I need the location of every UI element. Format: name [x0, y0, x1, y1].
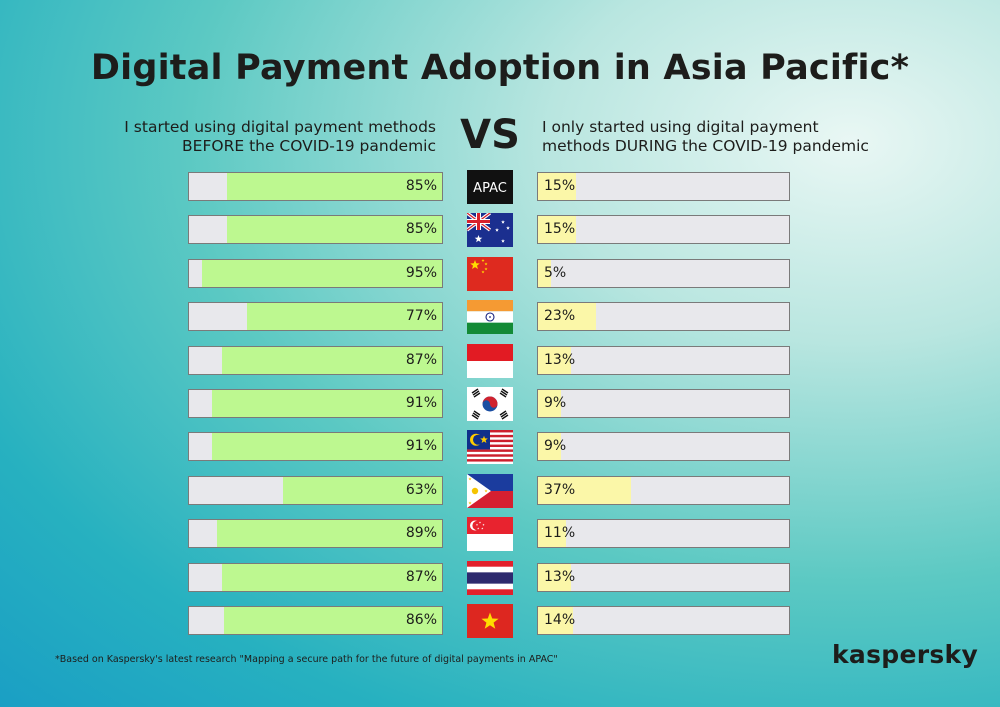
- before-value-label-thailand: 87%: [405, 568, 437, 585]
- during-bar-track-apac: 15%: [537, 172, 790, 201]
- before-bar-thailand: [221, 563, 442, 591]
- during-heading-line-2: methods DURING the COVID-19 pandemic: [542, 137, 869, 155]
- before-heading: I started using digital payment methods …: [110, 118, 436, 156]
- during-bar-thailand: [538, 563, 571, 591]
- before-bar-track-india: 77%: [188, 302, 443, 332]
- during-bar-china: [538, 259, 551, 287]
- before-value-label-australia: 85%: [405, 221, 437, 238]
- before-bar-apac: [226, 173, 442, 200]
- before-bar-indonesia: [221, 346, 442, 374]
- before-bar-track-malaysia: 91%: [188, 432, 443, 462]
- during-bar-track-singapore: 11%: [537, 519, 790, 549]
- before-heading-line-2: BEFORE the COVID-19 pandemic: [182, 137, 436, 155]
- vs-label: VS: [460, 112, 520, 158]
- during-value-label-australia: 15%: [544, 221, 576, 238]
- india-flag-icon: [467, 300, 513, 335]
- during-bar-apac: [538, 173, 576, 200]
- malaysia-flag-icon: [467, 430, 513, 465]
- before-heading-line-1: I started using digital payment methods: [124, 118, 436, 136]
- during-value-label-south-korea: 9%: [544, 395, 567, 411]
- before-bar-china: [201, 259, 442, 287]
- before-value-label-vietnam: 86%: [405, 612, 437, 628]
- during-bar-philippines: [538, 476, 631, 504]
- before-bar-track-thailand: 87%: [188, 562, 443, 592]
- during-bar-track-australia: 15%: [537, 215, 790, 245]
- during-value-label-india: 23%: [544, 308, 576, 325]
- during-bar-indonesia: [538, 346, 571, 374]
- before-value-label-indonesia: 87%: [405, 351, 437, 368]
- during-bar-australia: [538, 216, 576, 244]
- during-bar-south-korea: [538, 390, 561, 417]
- before-value-label-india: 77%: [405, 308, 437, 325]
- chart-title: Digital Payment Adoption in Asia Pacific…: [90, 48, 910, 88]
- indonesia-flag-icon: [467, 343, 513, 378]
- singapore-flag-icon: [467, 517, 513, 552]
- during-bar-track-india: 23%: [537, 302, 790, 332]
- south-korea-flag-icon: [467, 387, 513, 421]
- before-bar-track-south-korea: 91%: [188, 389, 443, 418]
- thailand-flag-icon: [467, 560, 513, 595]
- footnote: *Based on Kaspersky's latest research "M…: [55, 654, 558, 665]
- apac-badge-icon: APAC: [467, 170, 513, 204]
- before-value-label-china: 95%: [405, 264, 437, 281]
- during-value-label-malaysia: 9%: [544, 438, 567, 455]
- during-bar-track-malaysia: 9%: [537, 432, 790, 462]
- before-value-label-singapore: 89%: [405, 525, 437, 542]
- during-bar-track-philippines: 37%: [537, 475, 790, 505]
- during-bar-india: [538, 303, 596, 331]
- australia-flag-icon: [467, 213, 513, 248]
- during-bar-vietnam: [538, 607, 574, 634]
- before-bar-track-apac: 85%: [188, 172, 443, 201]
- during-value-label-china: 5%: [544, 264, 567, 281]
- svg-text:APAC: APAC: [473, 181, 507, 196]
- during-bar-track-thailand: 13%: [537, 562, 790, 592]
- china-flag-icon: [467, 256, 513, 291]
- before-bar-track-indonesia: 87%: [188, 345, 443, 375]
- before-bar-track-australia: 85%: [188, 215, 443, 245]
- before-value-label-apac: 85%: [405, 178, 437, 194]
- before-bar-track-vietnam: 86%: [188, 606, 443, 635]
- during-value-label-thailand: 13%: [544, 568, 576, 585]
- before-bar-vietnam: [224, 607, 442, 634]
- before-value-label-south-korea: 91%: [405, 395, 437, 411]
- during-value-label-indonesia: 13%: [544, 351, 576, 368]
- during-bar-singapore: [538, 520, 566, 548]
- during-bar-track-china: 5%: [537, 258, 790, 288]
- philippines-flag-icon: [467, 473, 513, 508]
- during-value-label-philippines: 37%: [544, 481, 576, 498]
- during-heading: I only started using digital payment met…: [542, 118, 902, 156]
- before-value-label-philippines: 63%: [405, 481, 437, 498]
- during-bar-track-vietnam: 14%: [537, 606, 790, 635]
- before-bar-track-singapore: 89%: [188, 519, 443, 549]
- before-bar-track-china: 95%: [188, 258, 443, 288]
- before-bar-australia: [226, 216, 442, 244]
- during-value-label-vietnam: 14%: [544, 612, 576, 628]
- before-bar-malaysia: [211, 433, 442, 461]
- before-bar-track-philippines: 63%: [188, 475, 443, 505]
- kaspersky-logo: kaspersky: [832, 640, 979, 669]
- during-value-label-singapore: 11%: [544, 525, 576, 542]
- before-bar-singapore: [216, 520, 442, 548]
- before-value-label-malaysia: 91%: [405, 438, 437, 455]
- during-bar-track-south-korea: 9%: [537, 389, 790, 418]
- during-bar-track-indonesia: 13%: [537, 345, 790, 375]
- during-bar-malaysia: [538, 433, 561, 461]
- before-bar-south-korea: [211, 390, 442, 417]
- during-value-label-apac: 15%: [544, 178, 576, 194]
- before-bar-philippines: [282, 476, 442, 504]
- vietnam-flag-icon: [467, 604, 513, 638]
- before-bar-india: [247, 303, 442, 331]
- during-heading-line-1: I only started using digital payment: [542, 118, 819, 136]
